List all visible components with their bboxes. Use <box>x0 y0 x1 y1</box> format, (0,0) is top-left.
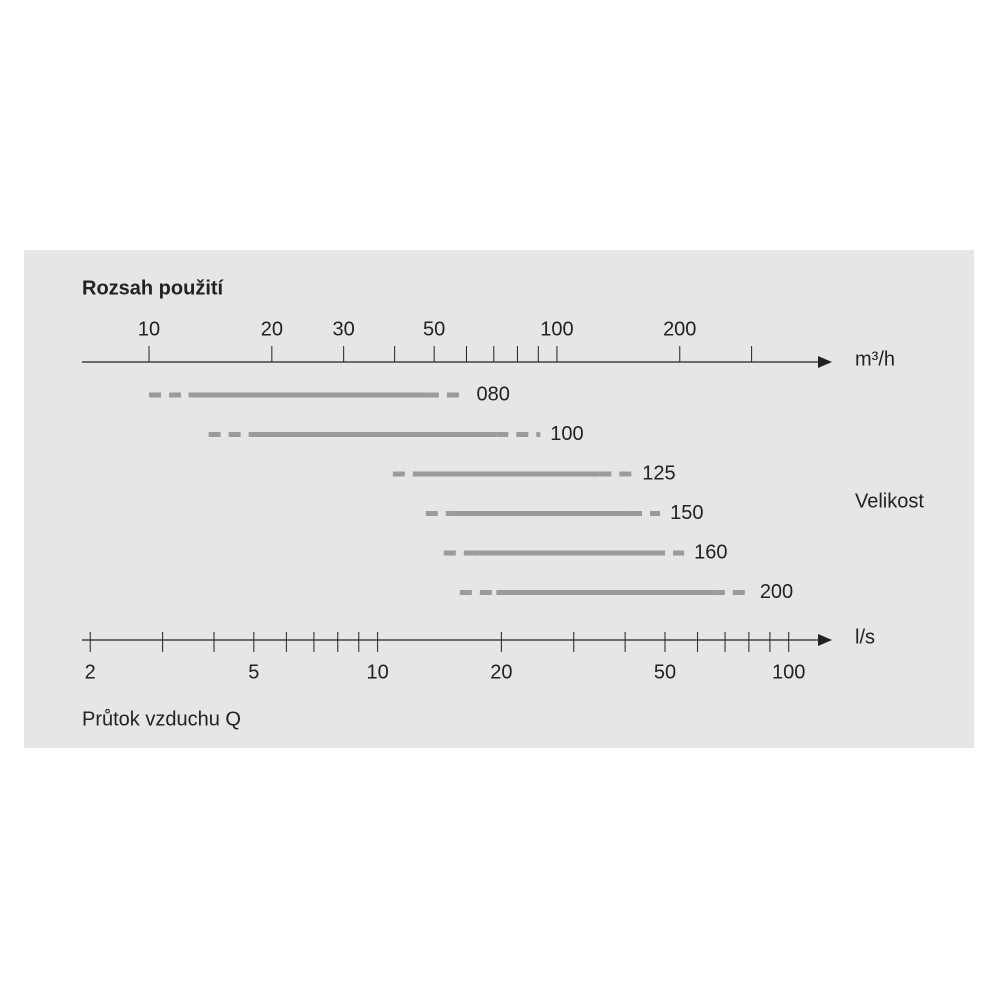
x-tick-label: 10 <box>138 318 160 340</box>
size-label: 160 <box>694 541 727 563</box>
size-label: 100 <box>550 423 583 445</box>
x-tick-label: 30 <box>333 318 355 340</box>
axis-arrow <box>818 634 832 646</box>
x2-unit: l/s <box>855 626 875 648</box>
chart-title: Rozsah použití <box>82 277 225 299</box>
size-label: 150 <box>670 502 703 524</box>
x-tick-label: 50 <box>423 318 445 340</box>
x-tick-label: 100 <box>540 318 573 340</box>
x-unit: m³/h <box>855 348 895 370</box>
x2-tick-label: 2 <box>85 661 96 683</box>
panel <box>24 250 974 748</box>
x2-tick-label: 50 <box>654 661 676 683</box>
size-label: 200 <box>760 581 793 603</box>
x-tick-label: 20 <box>261 318 283 340</box>
size-label: 125 <box>642 462 675 484</box>
x-label: Průtok vzduchu Q <box>82 708 241 730</box>
axis-arrow <box>818 356 832 368</box>
legend-title: Velikost <box>855 490 924 512</box>
x2-tick-label: 20 <box>490 661 512 683</box>
x2-tick-label: 5 <box>248 661 259 683</box>
x-tick-label: 200 <box>663 318 696 340</box>
x2-tick-label: 10 <box>366 661 388 683</box>
x2-tick-label: 100 <box>772 661 805 683</box>
size-label: 080 <box>476 383 509 405</box>
